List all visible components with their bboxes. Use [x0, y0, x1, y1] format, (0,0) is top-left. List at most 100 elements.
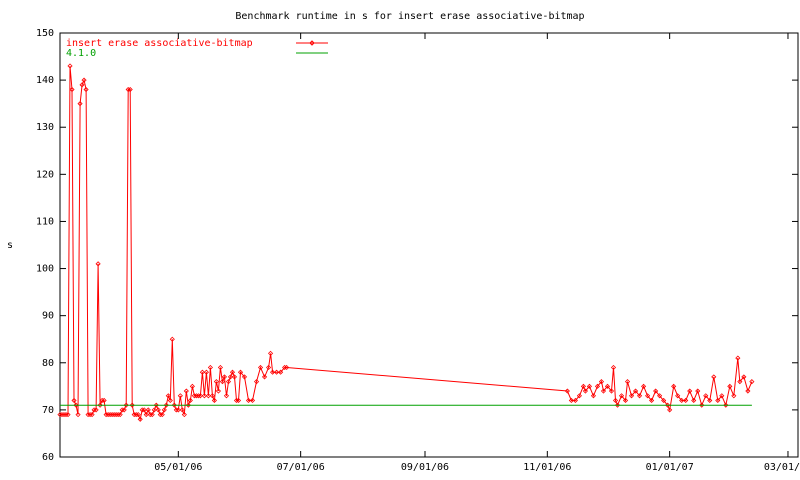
data-point [95, 261, 101, 267]
data-point [161, 407, 167, 413]
data-point [109, 412, 115, 418]
data-point [576, 393, 582, 399]
data-point [683, 397, 689, 404]
data-point [699, 402, 705, 408]
data-point [153, 402, 159, 408]
data-point [203, 369, 209, 375]
data-point [241, 374, 248, 380]
data-point [141, 407, 147, 413]
data-point [217, 364, 224, 371]
data-point [65, 412, 71, 418]
data-point [671, 383, 677, 389]
data-point [641, 383, 647, 389]
legend-label: insert erase associative-bitmap [66, 38, 253, 49]
data-point [119, 407, 125, 413]
data-point [133, 412, 139, 418]
data-point [735, 355, 741, 361]
data-point [211, 397, 217, 404]
y-tick-label: 130 [36, 122, 54, 133]
data-point [257, 364, 264, 371]
data-point [249, 397, 256, 404]
data-point [675, 393, 681, 399]
y-axis-label: s [7, 240, 13, 251]
x-tick-label: 05/01/06 [154, 462, 202, 473]
data-point [624, 379, 631, 385]
data-point [139, 407, 145, 413]
data-point [665, 402, 671, 408]
data-point [219, 379, 226, 385]
y-tick-label: 90 [42, 311, 54, 322]
data-point [614, 402, 621, 408]
data-point [57, 412, 63, 418]
data-point [93, 407, 99, 413]
data-point [67, 63, 73, 69]
data-point [155, 407, 161, 413]
data-point [181, 412, 187, 418]
y-tick-label: 100 [36, 264, 54, 275]
data-point [213, 379, 219, 385]
data-point [719, 393, 725, 399]
data-point [145, 407, 151, 413]
data-point [115, 412, 121, 418]
data-point [73, 402, 79, 408]
data-point [197, 393, 203, 399]
data-point [594, 383, 601, 389]
data-point [637, 393, 643, 399]
data-point [191, 393, 197, 399]
legend-marker [309, 40, 315, 46]
data-point [590, 393, 597, 399]
data-point [749, 379, 755, 385]
data-point [649, 397, 655, 404]
y-tick-label: 110 [36, 216, 54, 227]
data-point [253, 379, 260, 385]
data-point [237, 369, 244, 375]
data-point [127, 86, 133, 93]
data-point [165, 393, 171, 399]
data-point [741, 374, 747, 380]
data-point [604, 383, 611, 389]
x-tick-label: 07/01/06 [277, 462, 325, 473]
data-point [711, 374, 717, 380]
data-point [695, 388, 701, 394]
data-point [85, 412, 91, 418]
data-point [568, 397, 574, 404]
data-point [270, 369, 276, 375]
data-point [117, 412, 123, 418]
data-point [193, 393, 199, 399]
data-point [113, 412, 119, 418]
data-point [87, 412, 93, 418]
data-point [69, 86, 75, 93]
data-point [125, 86, 131, 93]
data-point [223, 393, 230, 399]
data-point [81, 77, 87, 83]
data-point [610, 364, 617, 371]
x-tick-label: 09/01/06 [401, 462, 449, 473]
data-point [105, 412, 111, 418]
legend-label: 4.1.0 [66, 48, 96, 59]
data-point [231, 374, 238, 380]
data-point [179, 407, 185, 413]
data-point [157, 412, 163, 418]
data-point [173, 407, 179, 413]
data-point [199, 369, 205, 375]
data-point [59, 412, 65, 418]
series-line [60, 65, 753, 421]
y-tick-label: 60 [42, 452, 54, 463]
data-point [123, 402, 129, 408]
data-point [83, 86, 89, 93]
y-tick-label: 80 [42, 358, 54, 369]
data-point [233, 397, 240, 404]
data-point [121, 407, 127, 413]
data-point [183, 388, 189, 394]
data-point [564, 388, 570, 394]
data-point [737, 379, 743, 385]
data-point [612, 397, 619, 404]
data-point [278, 369, 284, 375]
data-point [163, 402, 169, 408]
data-point [268, 350, 274, 356]
data-point [137, 416, 143, 422]
data-point [598, 379, 605, 385]
chart-title: Benchmark runtime in s for insert erase … [235, 11, 584, 22]
data-point [691, 397, 697, 404]
data-point [61, 412, 67, 418]
